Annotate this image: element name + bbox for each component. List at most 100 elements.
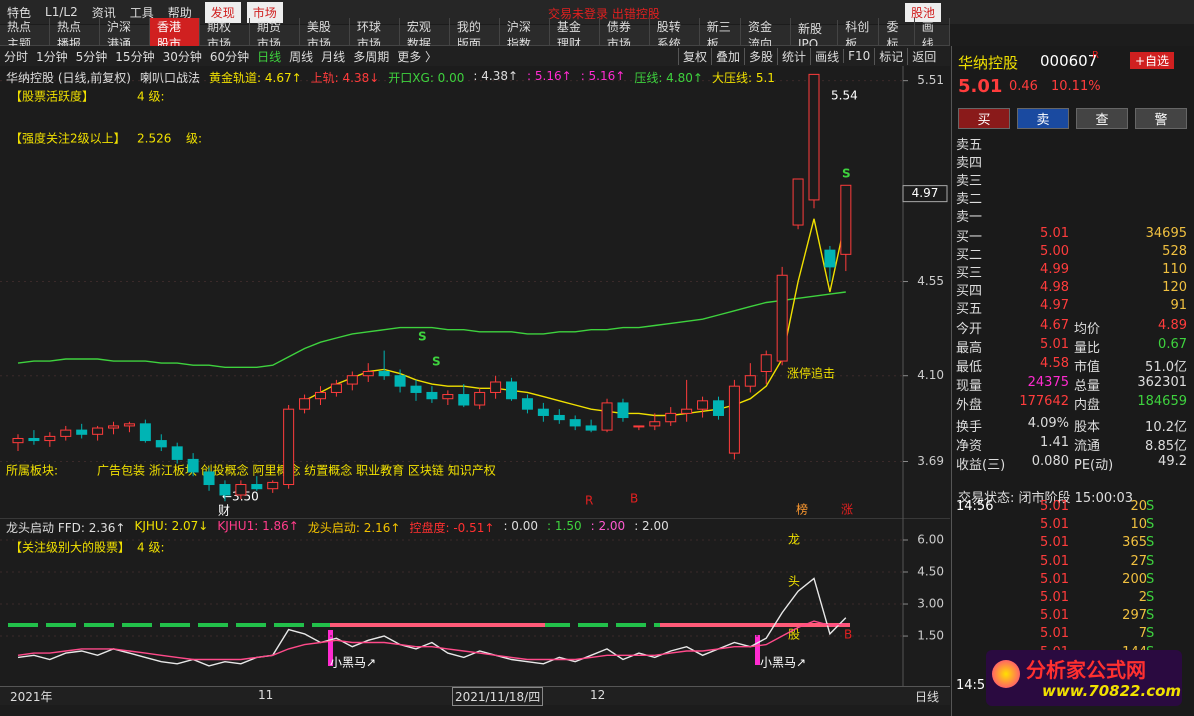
candle-body [633, 425, 645, 428]
candle-body [744, 375, 756, 387]
notice: 交易未登录 出错控股 [548, 7, 660, 21]
tick-volume: 297 [1122, 608, 1147, 624]
menu-item[interactable]: L1/L2 [45, 5, 78, 19]
menu-item[interactable]: 特色 [7, 5, 32, 20]
candle-body [139, 423, 151, 442]
period-tab[interactable]: 日线 [257, 49, 282, 64]
note: 4 级: [137, 541, 165, 555]
candle-body [728, 385, 740, 454]
main-chart-header: 华纳控股 (日线,前复权) 喇叭口战法 黄金轨道: 4.67↑ 上轨: 4.38↓ 开口… [6, 69, 775, 86]
header-item: : 5.16↑ [580, 69, 626, 83]
period-tab[interactable]: 1分钟 [36, 49, 68, 64]
stock-pool[interactable]: 股池 [905, 3, 942, 22]
period-tab[interactable]: 5分钟 [75, 49, 108, 64]
header-item: KJHU1: 1.86↑ [217, 519, 299, 533]
series-line [17, 291, 846, 368]
stat-value: 0.080 [1031, 454, 1069, 469]
menu-item[interactable]: 工具 [129, 5, 154, 20]
menu-item[interactable]: 帮助 [167, 5, 192, 20]
price-chart: 【股票活跃度】 4 级: 【强度关注2级以上】 2.526 级: 所属板块: 广… [0, 66, 948, 518]
period-tab[interactable]: 更多 〉 [397, 49, 438, 64]
bid-price: 4.97 [1040, 298, 1069, 313]
period-label: 日线 [915, 690, 940, 704]
note: 级: [186, 132, 202, 146]
date-label: 11 [258, 688, 274, 702]
change: 0.46 [1009, 79, 1038, 94]
tool-button[interactable]: 标记 [874, 47, 907, 65]
header-item: : 2.00 [634, 519, 669, 533]
period-tab[interactable]: 周线 [289, 49, 314, 64]
trade-button[interactable]: 买 [958, 108, 1010, 129]
bid-price: 5.01 [1040, 226, 1069, 241]
candle-body [394, 375, 406, 387]
candle-body [585, 425, 597, 431]
candle-body [537, 408, 549, 416]
trade-button[interactable]: 卖 [1017, 108, 1069, 129]
trade-button[interactable]: 警 [1135, 108, 1187, 129]
period-tab[interactable]: 多周期 [353, 49, 390, 64]
tool-button[interactable]: 叠加 [711, 47, 744, 65]
header-item: : 1.50 [547, 519, 582, 533]
stat-value: 24375 [1027, 375, 1069, 390]
signal: S [842, 167, 851, 181]
menu-tab[interactable]: 发现 [204, 1, 241, 23]
last-price: 5.01 [958, 76, 1003, 97]
stat-value: 51.0亿 [1145, 360, 1187, 375]
stat-value: 10.2亿 [1145, 420, 1187, 435]
ask-label: 卖四 [956, 156, 983, 171]
tool-button[interactable]: 多股 [744, 47, 777, 65]
header-item: 华纳控股 (日线,前复权) [6, 71, 131, 85]
price-marker: 4.97 [912, 186, 939, 200]
stat-label: 总量 [1074, 379, 1101, 394]
stat-label: 现量 [956, 379, 983, 394]
tool-button[interactable]: 画线 [810, 47, 843, 65]
period-tab[interactable]: 月线 [321, 49, 346, 64]
candle-body [458, 394, 470, 406]
stat-value: 0.67 [1158, 337, 1187, 352]
trade-button[interactable]: 查 [1076, 108, 1128, 129]
period-tab[interactable]: 15分钟 [115, 49, 155, 64]
header-item: 喇叭口战法 [140, 71, 201, 85]
y-tick-label: 6.00 [917, 532, 944, 546]
annotation: 5.54 [831, 89, 858, 103]
nav-tab[interactable]: 我的版面 [450, 18, 500, 52]
tool-button[interactable]: F10 [843, 49, 874, 63]
candle-body [203, 471, 215, 486]
annotation: 小黑马↗ [330, 656, 376, 670]
candle-body [840, 184, 852, 255]
tool-bar: 复权 叠加 多股 统计 画线 F10 标记 返回 [678, 46, 940, 66]
stat-value: 4.09% [1027, 416, 1069, 431]
tick-time: 14:5 [956, 678, 986, 693]
candle-body [490, 381, 502, 393]
candle-body [712, 400, 724, 416]
candle-body [792, 178, 804, 226]
flag: R [1092, 50, 1099, 61]
candle-body [330, 383, 342, 393]
candle-body [569, 419, 581, 427]
note: 2.526 [137, 132, 171, 146]
candle-body [776, 274, 788, 362]
y-tick-label: 3.00 [917, 597, 944, 611]
candle-body [92, 427, 104, 435]
period-bar: 分时 1分钟 5分钟 15分钟 30分钟 60分钟 日线 周线 月线 多周期 更多 〉 [0, 46, 950, 66]
period-tab[interactable]: 分时 [4, 49, 29, 64]
bid-label: 买四 [956, 284, 983, 299]
period-tab[interactable]: 30分钟 [162, 49, 202, 64]
tool-button[interactable]: 返回 [907, 47, 940, 65]
add-watchlist[interactable]: +自选 [1130, 52, 1175, 69]
stat-label: 换手 [956, 420, 983, 435]
period-tab[interactable]: 60分钟 [209, 49, 250, 64]
tool-button[interactable]: 复权 [678, 47, 711, 65]
candle-body [60, 429, 72, 437]
header-item: 大压线: 5.1 [711, 71, 775, 85]
menu-tab[interactable]: 市场 [246, 1, 283, 23]
signal: 榜 [796, 502, 808, 517]
header-item: : 2.00 [590, 519, 626, 533]
tool-button[interactable]: 统计 [777, 47, 810, 65]
stock-code: 000607 [1040, 52, 1098, 70]
candle-body [299, 398, 311, 410]
indicator-header: 龙头启动 FFD: 2.36↑ KJHU: 2.07↓ KJHU1: 1.86↑ 龙头… [6, 519, 669, 536]
watermark-title: 分析家公式网 [1026, 658, 1146, 682]
menu-item[interactable]: 资讯 [91, 5, 116, 20]
stat-value: 184659 [1137, 394, 1187, 409]
